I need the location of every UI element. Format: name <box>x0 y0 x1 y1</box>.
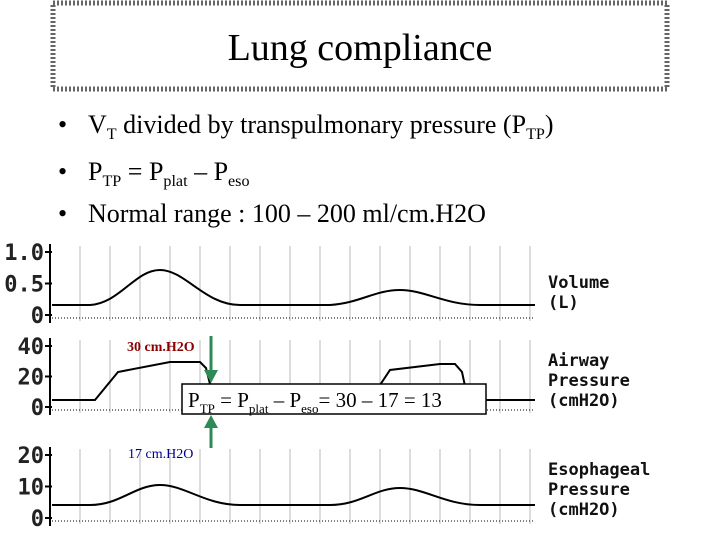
subscript: eso <box>301 401 319 416</box>
text-run: – P <box>188 157 228 186</box>
bullet-text: VT divided by transpulmonary pressure (P… <box>88 110 554 143</box>
text-run: = P <box>215 388 249 412</box>
text-run: Normal range : 100 – 200 ml/cm.H2O <box>88 199 486 228</box>
text-run: = P <box>121 157 163 186</box>
esophageal-annotation: 17 cm.H2O <box>128 447 193 462</box>
y-tick-label: 1.0 <box>4 241 44 266</box>
arrow-head <box>204 370 218 383</box>
y-tick-label: 0.5 <box>4 273 44 298</box>
panel-label: Pressure <box>548 371 630 391</box>
panel-label: (L) <box>548 293 579 313</box>
title-box <box>50 0 670 92</box>
equation: PTP = Pplat – Peso= 30 – 17 = 13 <box>188 388 442 416</box>
subscript: T <box>107 126 117 143</box>
panel-label: Pressure <box>548 480 630 500</box>
y-tick-label: 10 <box>18 476 45 501</box>
equation-box <box>181 383 487 415</box>
y-tick-label: 20 <box>18 444 45 469</box>
subscript: plat <box>163 173 188 190</box>
bullet-dot: • <box>58 157 67 186</box>
text-run: = 30 – 17 = 13 <box>319 388 442 412</box>
airway-annotation: 30 cm.H2O <box>127 340 195 355</box>
y-tick-label: 40 <box>18 335 45 360</box>
volume-wave <box>52 268 535 306</box>
bullet-text: Normal range : 100 – 200 ml/cm.H2O <box>88 199 486 228</box>
panel-label: (cmH2O) <box>548 500 620 520</box>
text-run: V <box>88 110 107 139</box>
bullet-dot: • <box>58 199 67 228</box>
y-tick-label: 0 <box>31 507 44 532</box>
title: Lung compliance <box>228 27 493 69</box>
text-run: P <box>188 388 200 412</box>
subscript: TP <box>200 401 215 416</box>
text-run: ) <box>545 110 554 139</box>
panel-label: (cmH2O) <box>548 391 620 411</box>
panel-label: Esophageal <box>548 460 650 480</box>
esophageal-wave <box>52 483 535 506</box>
bullet-dot: • <box>58 110 67 139</box>
arrow-head <box>204 415 218 428</box>
waveform-panels: 1.00.50Volume(L)40200AirwayPressure(cmH2… <box>4 241 650 532</box>
subscript: TP <box>102 173 121 190</box>
subscript: plat <box>249 401 269 416</box>
bullet-text: PTP = Pplat – Peso <box>88 157 250 190</box>
subscript: TP <box>526 126 545 143</box>
text-run: P <box>88 157 102 186</box>
subscript: eso <box>228 173 249 190</box>
bullet-list: • VT divided by transpulmonary pressure (… <box>58 110 554 228</box>
text-run: divided by transpulmonary pressure (P <box>117 110 526 139</box>
y-tick-label: 0 <box>31 396 44 421</box>
y-tick-label: 0 <box>31 304 44 329</box>
y-tick-label: 20 <box>18 366 45 391</box>
panel-label: Volume <box>548 273 609 293</box>
panel-label: Airway <box>548 351 609 371</box>
text-run: – P <box>268 388 301 412</box>
